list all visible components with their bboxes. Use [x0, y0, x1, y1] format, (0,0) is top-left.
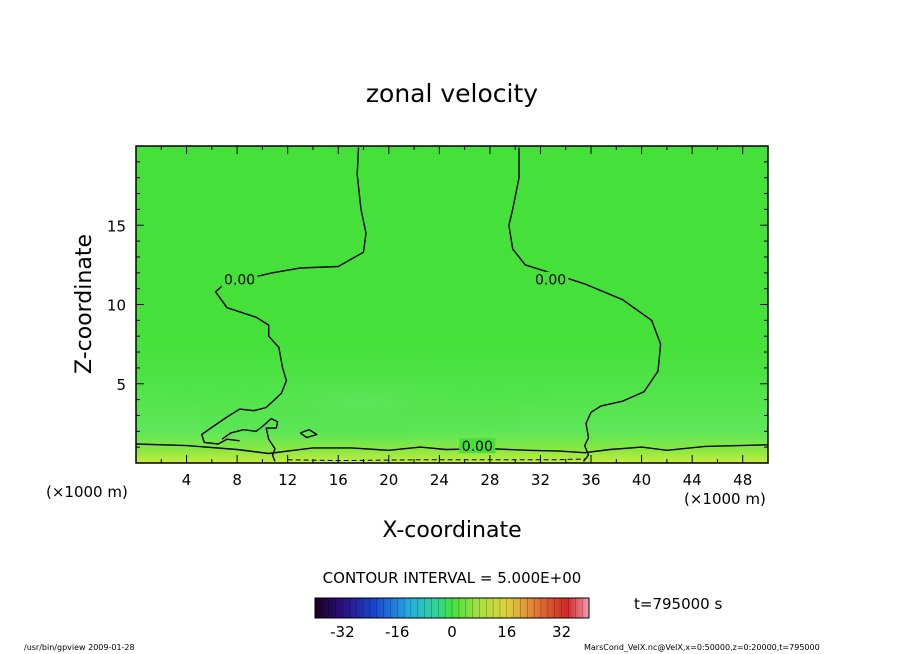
y-axis-ticks: 5 10 15	[107, 161, 768, 448]
colorbar-tick-label: 32	[552, 623, 571, 641]
zero-contour-surface	[136, 443, 768, 455]
contour-label-bg	[459, 438, 496, 454]
contour-label: 0.00	[224, 273, 255, 289]
y-axis-label: Z-coordinate	[72, 234, 97, 374]
x-tick-label: 8	[232, 471, 242, 489]
x-axis-label: X-coordinate	[382, 518, 521, 543]
x-tick-label: 12	[278, 471, 297, 489]
y-tick-label: 5	[116, 376, 126, 394]
zero-contour-left-lower-loop	[221, 417, 279, 462]
zero-contour-blob	[299, 429, 318, 439]
x-tick-label: 20	[379, 471, 398, 489]
contour-label: 0.00	[535, 273, 566, 289]
colorbar-tick-label: 16	[497, 623, 516, 641]
colorbar-ticks	[321, 598, 583, 618]
x-tick-label: 40	[632, 471, 651, 489]
colorbar-labels: -32 -16 0 16 32	[330, 623, 571, 641]
footer-right: MarsCond_VelX.nc@VelX,x=0:50000,z=0:2000…	[584, 643, 820, 652]
colorbar-tick-label: 0	[447, 623, 457, 641]
footer-left: /usr/bin/gpview 2009-01-28	[24, 643, 135, 652]
colorbar-tick-label: -32	[330, 623, 355, 641]
zero-contour-right-upper	[508, 147, 662, 462]
contour-labels: 0.00 0.00 0.00	[221, 271, 569, 455]
velocity-field-shading	[160, 355, 560, 445]
contour-label-bg	[532, 271, 569, 287]
time-text: t=795000 s	[634, 595, 722, 613]
x-tick-label: 4	[182, 471, 192, 489]
chart-title: zonal velocity	[366, 79, 538, 108]
contour-lines	[136, 147, 768, 462]
contour-label-bg	[221, 271, 258, 287]
colorbar-tick-label: -16	[385, 623, 410, 641]
x-tick-label: 36	[581, 471, 600, 489]
x-tick-label: 48	[733, 471, 752, 489]
colorbar	[314, 597, 590, 619]
contour-interval-text: CONTOUR INTERVAL = 5.000E+00	[323, 569, 582, 587]
x-tick-label: 28	[480, 471, 499, 489]
x-tick-label: 16	[329, 471, 348, 489]
x-axis-ticks: 4 8 12 16 20 24 28 32 36 40 44 48	[160, 146, 752, 489]
y-tick-label: 15	[107, 217, 126, 235]
x-tick-label: 44	[683, 471, 702, 489]
contour-label: 0.00	[462, 439, 493, 455]
x-unit-left: (×1000 m)	[46, 483, 128, 501]
x-tick-label: 24	[430, 471, 449, 489]
zero-contour-left-upper	[201, 147, 367, 445]
x-tick-label: 32	[531, 471, 550, 489]
negative-contour-near-surface-dashed	[287, 458, 585, 462]
y-tick-label: 10	[107, 297, 126, 315]
x-unit-right: (×1000 m)	[684, 490, 766, 508]
